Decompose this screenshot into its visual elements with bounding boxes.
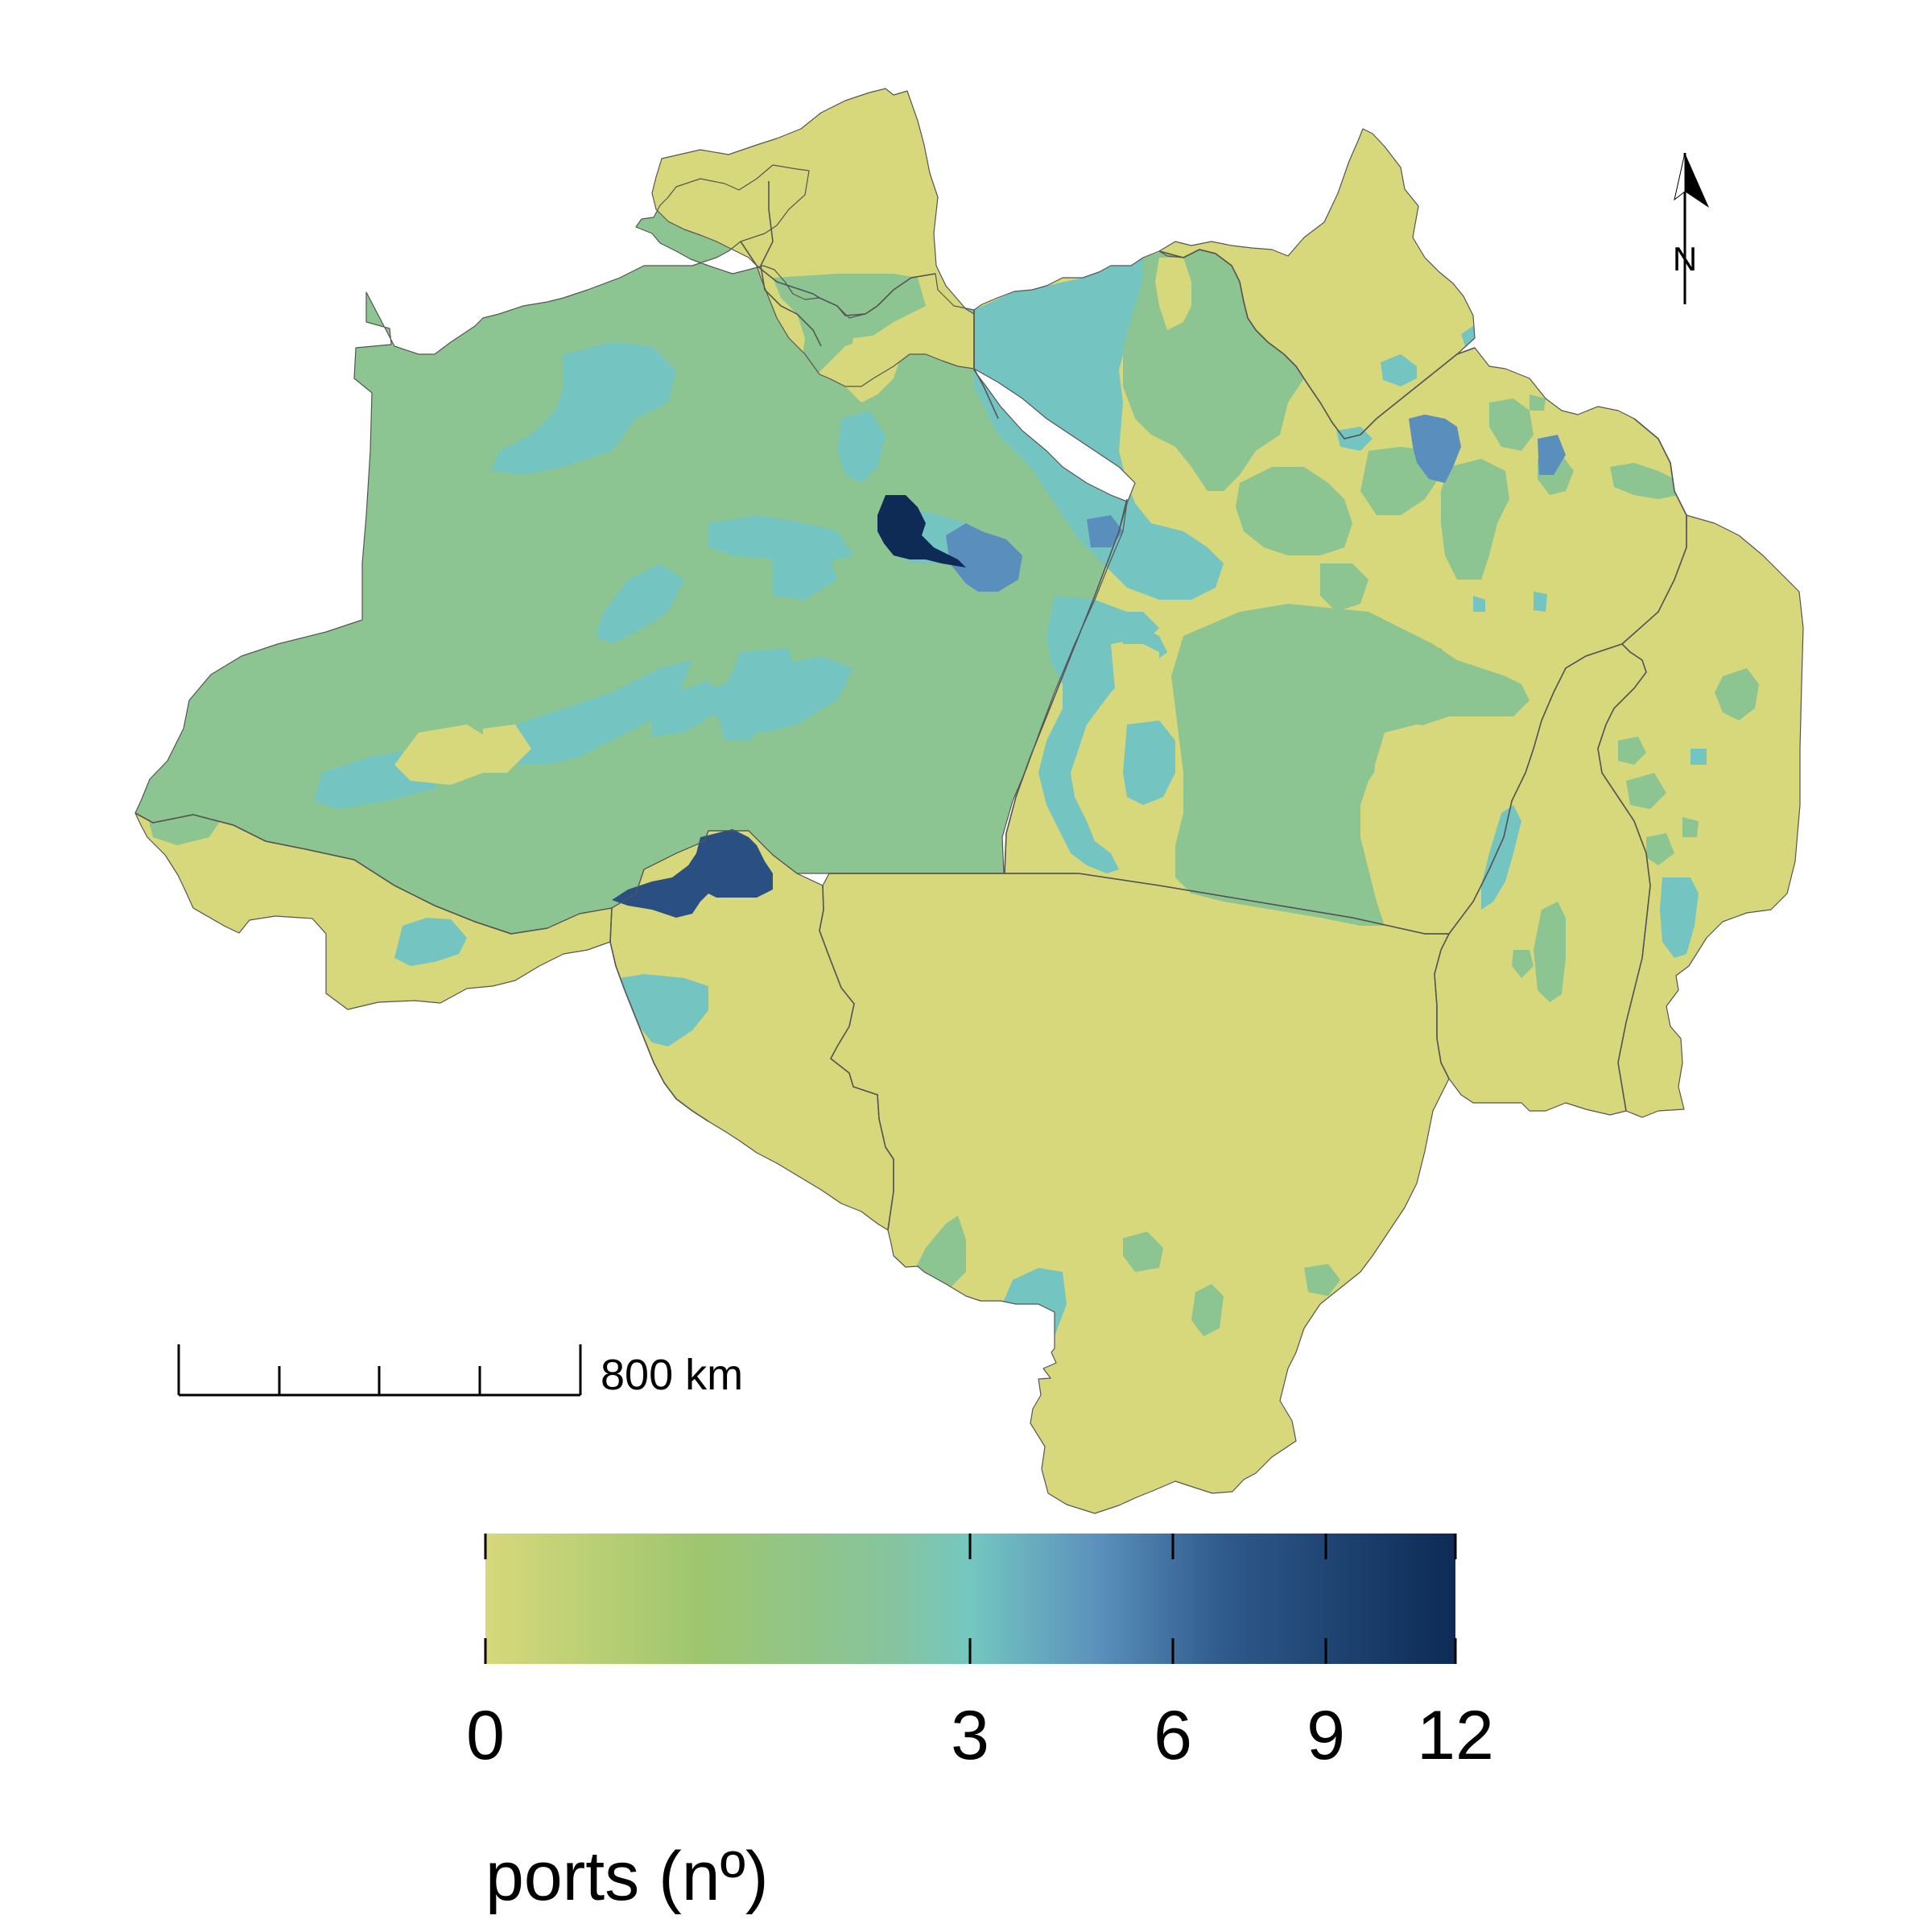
municipality-patch	[1373, 724, 1485, 886]
state-boundary-line	[760, 181, 822, 347]
state-acre	[135, 813, 612, 1009]
municipality-patch	[1715, 668, 1759, 720]
municipality-patch	[652, 680, 724, 737]
scale-bar-label: 800 km	[601, 1351, 743, 1399]
state-outline	[609, 830, 894, 1231]
municipality-patch	[483, 724, 531, 773]
municipality-patch	[1646, 833, 1674, 865]
municipality-patch	[1512, 950, 1534, 978]
municipality-patch	[394, 724, 499, 785]
municipality-patch	[1236, 467, 1352, 555]
municipalities-layer	[145, 250, 1783, 1381]
municipality-patch	[1682, 817, 1699, 837]
legend: 0 3 6 9 12 ports (nº)	[466, 1534, 1494, 1915]
state-outline	[973, 249, 1687, 935]
municipality-patch	[515, 660, 692, 765]
municipality-high	[1409, 415, 1461, 483]
municipality-patch	[1610, 463, 1678, 499]
legend-tick-label: 3	[951, 1697, 989, 1774]
state-outline	[651, 88, 975, 387]
municipality-patch	[773, 547, 837, 600]
municipality-high	[946, 523, 1022, 592]
municipality-patch	[1660, 877, 1699, 958]
municipality-patch	[1191, 1284, 1224, 1336]
municipality-patch	[1473, 596, 1485, 612]
map-gap	[1441, 1083, 1459, 1115]
municipality-patch	[837, 411, 886, 483]
state-rondonia	[610, 831, 894, 1230]
municipality-patch	[1381, 354, 1417, 386]
municipality-patch	[394, 918, 467, 966]
municipality-patch	[145, 797, 225, 845]
municipality-patch	[1534, 592, 1547, 612]
state-outline	[1434, 643, 1651, 1116]
municipality-patch	[773, 274, 926, 378]
municipality-high	[1538, 435, 1566, 475]
municipality-max	[877, 495, 966, 568]
legend-tick-label: 0	[466, 1697, 505, 1774]
municipality-patch	[1618, 737, 1646, 765]
municipality-patch	[974, 254, 1224, 600]
municipality-high	[1087, 515, 1123, 547]
north-arrow-head-left	[1674, 152, 1686, 201]
state-outline	[134, 812, 613, 1010]
municipality-patch	[1155, 258, 1191, 330]
north-arrow-label: N	[1673, 240, 1697, 278]
municipality-patch	[1767, 515, 1783, 539]
municipality-patch	[716, 648, 797, 741]
scale-bar	[177, 1344, 582, 1397]
north-arrow: N	[1673, 152, 1709, 304]
municipality-patch	[1123, 720, 1175, 805]
municipality-patch	[1534, 902, 1566, 1002]
map-area	[134, 88, 1804, 1514]
legend-title: ports (nº)	[485, 1838, 769, 1915]
municipality-patch	[620, 974, 708, 1046]
municipality-patch	[845, 334, 902, 402]
state-mato-grosso	[819, 873, 1449, 1513]
municipality-patch	[1481, 805, 1521, 910]
municipality-patch	[491, 342, 676, 475]
municipality-patch	[1751, 483, 1767, 499]
state-tocantins	[1435, 644, 1650, 1115]
municipality-patch	[1441, 459, 1509, 580]
region-outline	[134, 88, 1804, 1514]
municipality-patch	[708, 515, 853, 564]
municipality-patch	[1123, 1232, 1163, 1272]
legend-tick-label: 12	[1417, 1697, 1494, 1774]
municipality-patch	[1336, 427, 1373, 451]
municipality-patch	[1489, 398, 1534, 451]
municipality-patch	[596, 564, 684, 644]
north-arrow-head	[1685, 153, 1709, 208]
municipality-higher	[612, 829, 773, 918]
municipality-patch	[1119, 612, 1159, 644]
municipality-patch	[1304, 1264, 1340, 1296]
state-maranhao	[1598, 515, 1803, 1117]
municipality-patch	[1111, 640, 1159, 692]
municipality-patch	[1690, 749, 1707, 765]
municipality-patch	[1626, 773, 1666, 809]
municipality-patch	[1417, 648, 1457, 684]
municipality-patch	[914, 1216, 966, 1288]
municipality-patch	[1320, 564, 1368, 612]
municipality-patch	[1530, 394, 1546, 411]
legend-tick-label: 6	[1154, 1697, 1192, 1774]
legend-tick-label: 9	[1307, 1697, 1345, 1774]
